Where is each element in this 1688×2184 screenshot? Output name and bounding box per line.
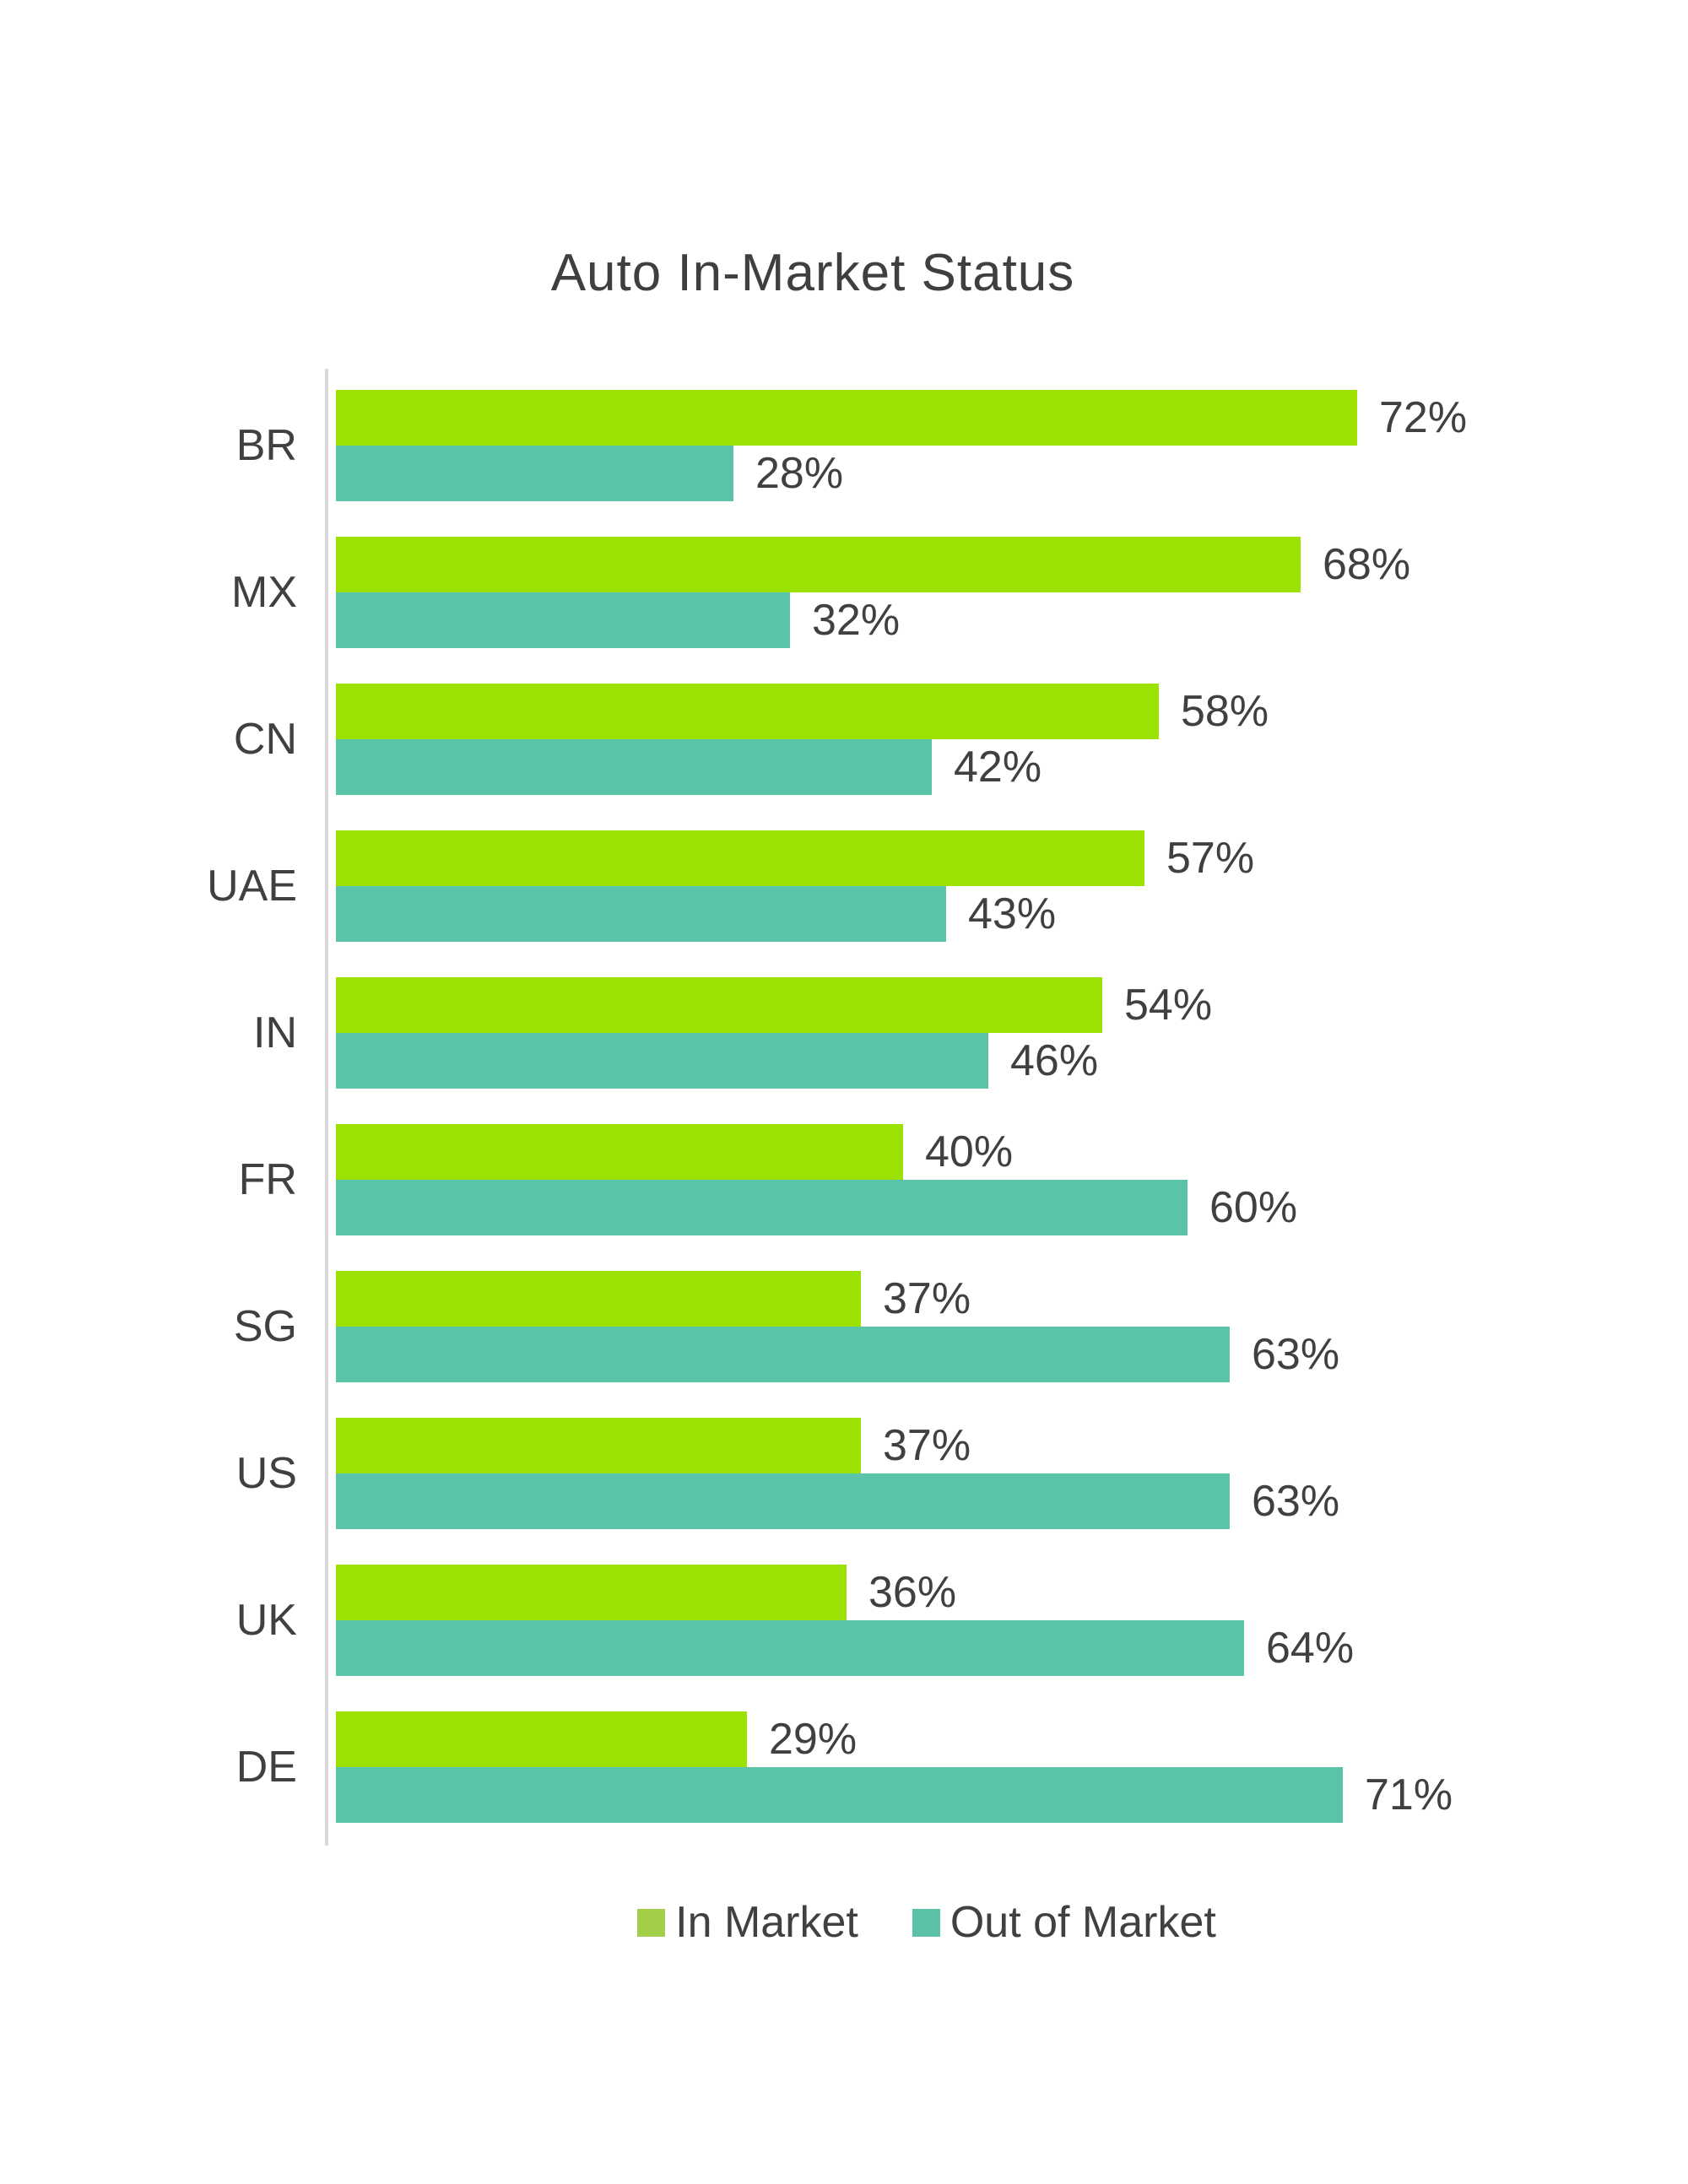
- bar-in-market: [336, 537, 1301, 592]
- category-label: UAE: [207, 862, 297, 911]
- legend-item-out-of-market: Out of Market: [912, 1897, 1216, 1948]
- category-group-fr: FR 40% 60%: [0, 1124, 1688, 1235]
- category-group-uk: UK 36% 64%: [0, 1565, 1688, 1676]
- bar-in-market: [336, 977, 1102, 1033]
- category-label: BR: [235, 421, 297, 470]
- category-label: US: [235, 1449, 297, 1498]
- legend: In Market Out of Market: [0, 1897, 1688, 1948]
- category-label: MX: [231, 568, 297, 617]
- legend-label: Out of Market: [950, 1898, 1216, 1947]
- bar-in-market: [336, 830, 1144, 886]
- category-group-us: US 37% 63%: [0, 1418, 1688, 1529]
- value-label: 37%: [883, 1274, 971, 1323]
- value-label: 63%: [1252, 1477, 1340, 1526]
- bar-out-of-market: [336, 1620, 1244, 1676]
- category-label: CN: [233, 715, 297, 764]
- value-label: 43%: [968, 889, 1057, 938]
- bar-out-of-market: [336, 446, 733, 501]
- bar-in-market: [336, 1565, 847, 1620]
- bar-out-of-market: [336, 886, 946, 942]
- value-label: 42%: [954, 743, 1042, 792]
- bar-out-of-market: [336, 592, 790, 648]
- category-group-br: BR 72% 28%: [0, 390, 1688, 501]
- bar-out-of-market: [336, 1327, 1230, 1382]
- bar-in-market: [336, 1711, 747, 1767]
- bar-in-market: [336, 684, 1159, 739]
- legend-label: In Market: [675, 1898, 858, 1947]
- category-group-cn: CN 58% 42%: [0, 684, 1688, 795]
- bar-in-market: [336, 1418, 861, 1473]
- value-label: 64%: [1266, 1624, 1355, 1673]
- bar-out-of-market: [336, 739, 932, 795]
- bar-out-of-market: [336, 1473, 1230, 1529]
- category-label: DE: [235, 1743, 297, 1792]
- value-label: 63%: [1252, 1330, 1340, 1379]
- category-label: FR: [238, 1155, 297, 1204]
- value-label: 58%: [1181, 687, 1269, 736]
- category-label: UK: [235, 1596, 297, 1645]
- bar-out-of-market: [336, 1033, 988, 1089]
- bar-out-of-market: [336, 1767, 1343, 1823]
- value-label: 29%: [769, 1715, 858, 1764]
- value-label: 68%: [1323, 540, 1411, 589]
- value-label: 46%: [1010, 1036, 1099, 1085]
- category-group-sg: SG 37% 63%: [0, 1271, 1688, 1382]
- category-group-in: IN 54% 46%: [0, 977, 1688, 1089]
- value-label: 37%: [883, 1421, 971, 1470]
- plot-area: BR 72% 28% MX 68% 32% CN 58% 42% UAE 57% 43% IN 54% 46…: [0, 390, 1688, 1858]
- value-label: 54%: [1124, 981, 1213, 1030]
- value-label: 60%: [1209, 1183, 1298, 1232]
- legend-marker-icon: [637, 1908, 666, 1937]
- value-label: 72%: [1379, 393, 1468, 442]
- category-label: IN: [253, 1008, 297, 1057]
- category-group-de: DE 29% 71%: [0, 1711, 1688, 1823]
- legend-marker-icon: [912, 1908, 940, 1937]
- value-label: 40%: [925, 1127, 1014, 1176]
- bar-out-of-market: [336, 1180, 1188, 1235]
- value-label: 36%: [868, 1568, 957, 1617]
- category-group-uae: UAE 57% 43%: [0, 830, 1688, 942]
- y-axis-line: [325, 369, 328, 1846]
- legend-item-in-market: In Market: [637, 1897, 858, 1948]
- bar-in-market: [336, 1124, 903, 1180]
- bar-in-market: [336, 390, 1357, 446]
- value-label: 28%: [755, 449, 844, 498]
- value-label: 71%: [1365, 1770, 1453, 1819]
- category-group-mx: MX 68% 32%: [0, 537, 1688, 648]
- chart-title: Auto In-Market Status: [550, 244, 1075, 302]
- value-label: 32%: [812, 596, 901, 645]
- value-label: 57%: [1166, 834, 1255, 883]
- category-label: SG: [233, 1302, 297, 1351]
- bar-in-market: [336, 1271, 861, 1327]
